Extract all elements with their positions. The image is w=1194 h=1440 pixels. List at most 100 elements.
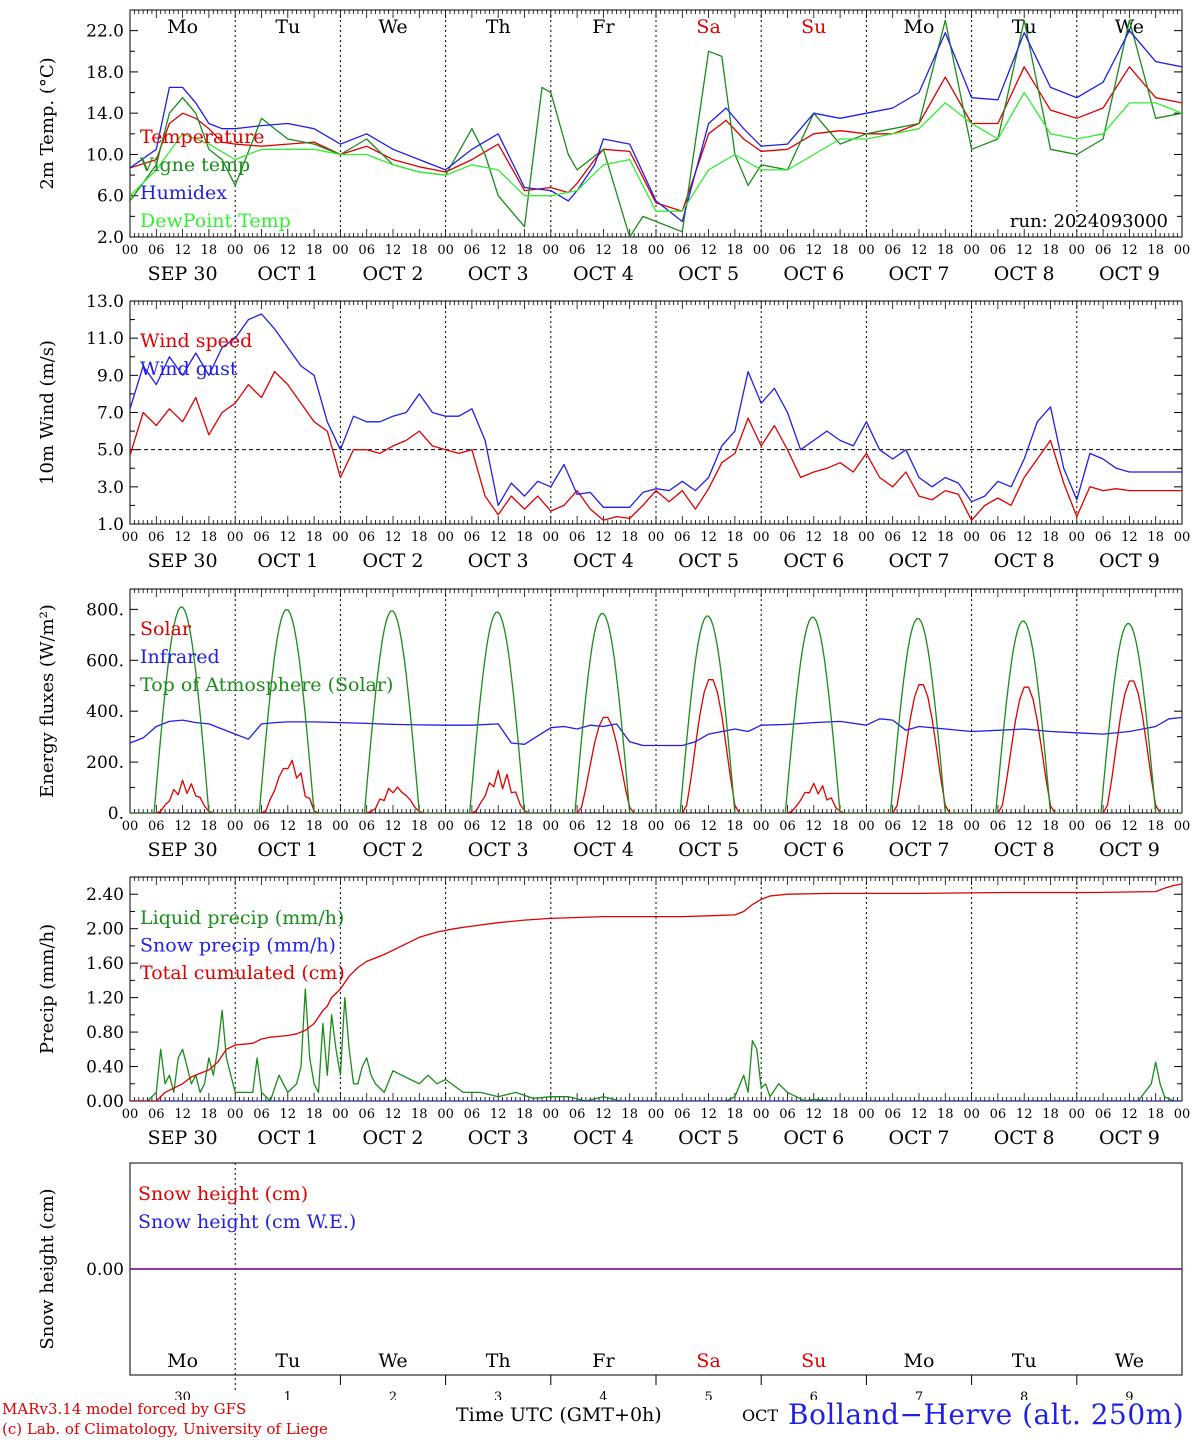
hour-tick-label: 18	[727, 819, 744, 834]
hour-tick-label: 00	[858, 530, 875, 545]
y-tick-label: 2.00	[86, 920, 124, 940]
hour-tick-label: 06	[148, 1107, 165, 1122]
hour-tick-label: 18	[727, 1107, 744, 1122]
hour-tick-label: 12	[806, 1107, 823, 1122]
date-label: OCT 4	[573, 263, 634, 285]
hour-tick-label: 00	[753, 1107, 770, 1122]
date-label: OCT 1	[257, 550, 318, 572]
panel-1: 2.0 6.0 10.0 14.0 18.0 22.0 2m Temp. (°C) 00 06 1…	[37, 9, 1190, 285]
hour-tick-label: 00	[858, 243, 875, 258]
y-tick-label: 0.00	[86, 1092, 124, 1112]
hour-tick-label: 06	[779, 530, 796, 545]
hour-tick-label: 18	[832, 819, 849, 834]
hour-tick-label: 00	[648, 243, 665, 258]
hour-tick-label: 12	[806, 243, 823, 258]
hour-tick-label: 06	[464, 530, 481, 545]
hour-tick-label: 00	[1069, 819, 1086, 834]
day-label: Sa	[696, 1350, 720, 1372]
hour-tick-label: 00	[227, 243, 244, 258]
hour-tick-label: 00	[963, 819, 980, 834]
date-label: OCT 1	[257, 839, 318, 861]
series-infrared	[130, 716, 1182, 747]
run-annotation: run: 2024093000	[1010, 211, 1168, 232]
series-group	[130, 19, 1182, 237]
hour-tick-label: 18	[621, 1107, 638, 1122]
day-number-label: 8	[1020, 1390, 1028, 1400]
series-group	[130, 313, 1182, 521]
hour-tick-label: 06	[464, 819, 481, 834]
hour-tick-label: 12	[806, 819, 823, 834]
y-tick-label: 800.	[86, 600, 124, 620]
hour-tick-label: 12	[700, 243, 717, 258]
y-tick-label: 0.00	[86, 1260, 124, 1280]
hour-tick-label: 12	[280, 243, 297, 258]
y-tick-label: 14.0	[86, 104, 124, 124]
date-label: OCT 4	[573, 550, 634, 572]
hour-tick-label: 18	[727, 243, 744, 258]
hour-tick-label: 18	[937, 243, 954, 258]
hour-tick-label: 18	[306, 819, 323, 834]
date-label: OCT 2	[363, 263, 424, 285]
date-label: OCT 3	[468, 263, 529, 285]
series-group	[130, 883, 1182, 1101]
day-label: We	[378, 1350, 407, 1372]
hour-tick-label: 00	[437, 530, 454, 545]
hour-tick-label: 12	[1016, 530, 1033, 545]
lab-credit: (c) Lab. of Climatology, University of L…	[2, 1420, 328, 1438]
day-number-label: 6	[810, 1390, 818, 1400]
y-axis-title: Precip (mm/h)	[37, 924, 58, 1054]
date-label: OCT 8	[994, 550, 1055, 572]
hour-tick-label: 06	[253, 819, 270, 834]
y-axis-title: Energy fluxes (W/m²)	[37, 604, 58, 798]
legend-entry: Temperature	[140, 126, 264, 148]
x-axis-title: Time UTC (GMT+0h)	[456, 1404, 662, 1426]
hour-tick-label: 12	[1016, 1107, 1033, 1122]
hour-tick-label: 00	[122, 1107, 139, 1122]
series-total-cumulated-cm	[130, 883, 1182, 1101]
panel-3: 0. 200. 400. 600. 800. Energy fluxes (W/m²) 00…	[37, 588, 1190, 861]
hour-tick-label: 06	[358, 243, 375, 258]
legend-entry: Liquid precip (mm/h)	[140, 907, 344, 929]
y-tick-label: 7.0	[97, 404, 124, 424]
hour-tick-label: 12	[280, 819, 297, 834]
hour-tick-label: 18	[1042, 243, 1059, 258]
day-label: Mo	[167, 16, 198, 38]
date-label: SEP 30	[148, 550, 218, 572]
hour-tick-label: 06	[148, 243, 165, 258]
hour-tick-label: 18	[832, 1107, 849, 1122]
day-label: Tu	[275, 1350, 300, 1372]
hour-tick-label: 00	[648, 819, 665, 834]
hour-tick-label: 06	[674, 1107, 691, 1122]
date-label: OCT 2	[363, 1127, 424, 1149]
hour-tick-label: 06	[990, 530, 1007, 545]
hour-tick-label: 06	[358, 1107, 375, 1122]
hour-tick-label: 06	[674, 243, 691, 258]
day-number-label: 4	[599, 1390, 607, 1400]
y-tick-label: 10.0	[86, 145, 124, 165]
y-tick-label: 400.	[86, 702, 124, 722]
day-label: Mo	[167, 1350, 198, 1372]
y-tick-label: 0.40	[86, 1058, 124, 1078]
hour-tick-label: 00	[753, 819, 770, 834]
hour-tick-label: 00	[122, 530, 139, 545]
hour-tick-label: 12	[911, 530, 928, 545]
hour-tick-label: 12	[490, 243, 507, 258]
series-dewpoint-temp	[130, 91, 1182, 212]
day-label: Tu	[1012, 1350, 1037, 1372]
hour-tick-label: 06	[779, 1107, 796, 1122]
y-axis-title: 2m Temp. (°C)	[37, 57, 58, 189]
hour-tick-label: 06	[884, 243, 901, 258]
hour-tick-label: 06	[464, 1107, 481, 1122]
hour-tick-label: 12	[595, 1107, 612, 1122]
hour-tick-label: 00	[332, 530, 349, 545]
day-number-label: 2	[389, 1390, 397, 1400]
hour-tick-label: 18	[306, 1107, 323, 1122]
hour-tick-label: 18	[306, 243, 323, 258]
hour-tick-label: 12	[385, 1107, 402, 1122]
hour-tick-label: 12	[595, 819, 612, 834]
hour-tick-label: 06	[1095, 530, 1112, 545]
hour-tick-label: 12	[1016, 243, 1033, 258]
hour-tick-label: 12	[490, 530, 507, 545]
hour-tick-label: 06	[1095, 1107, 1112, 1122]
legend-entry: Snow height (cm W.E.)	[138, 1211, 356, 1233]
